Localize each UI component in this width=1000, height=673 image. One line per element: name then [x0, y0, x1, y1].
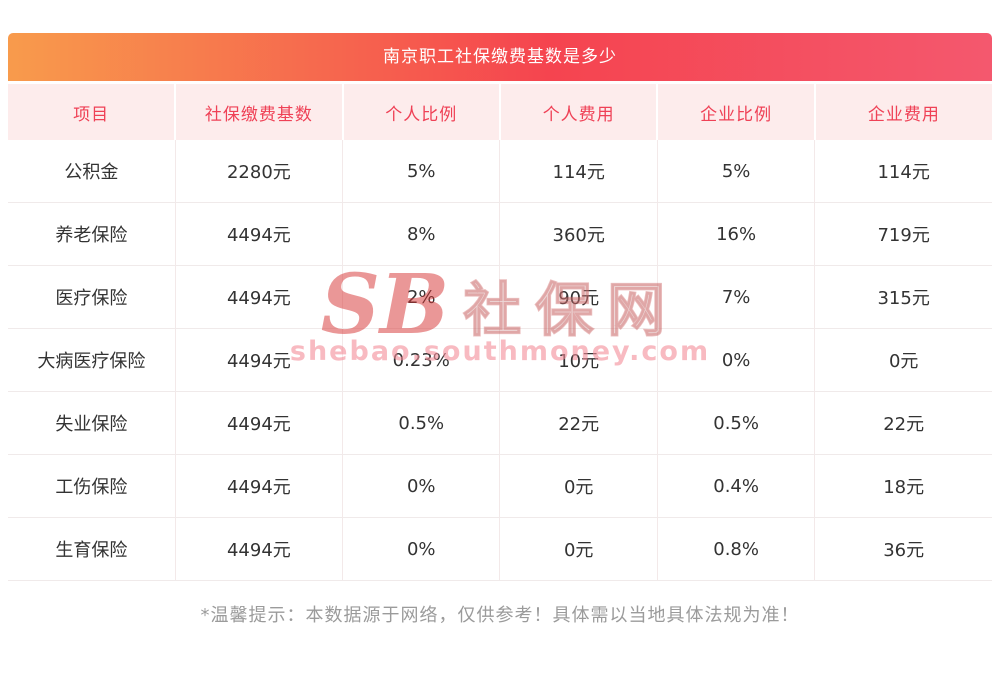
value-cell: 0% [657, 328, 816, 392]
social-insurance-table-card: 南京职工社保缴费基数是多少 项目 社保缴费基数 个人比例 个人费用 企业比例 企业费用 公… [8, 33, 992, 627]
value-cell: 0% [342, 517, 501, 581]
value-cell: 719元 [814, 202, 992, 266]
item-name-cell: 养老保险 [8, 202, 176, 266]
value-cell: 360元 [499, 202, 658, 266]
column-header: 企业比例 [657, 84, 816, 140]
column-header: 项目 [8, 84, 177, 140]
value-cell: 0.8% [657, 517, 816, 581]
table-row: 生育保险 4494元 0% 0元 0.8% 36元 [8, 517, 992, 581]
value-cell: 22元 [814, 391, 992, 455]
disclaimer-note: *温馨提示：本数据源于网络，仅供参考！具体需以当地具体法规为准！ [200, 605, 800, 626]
value-cell: 4494元 [175, 517, 344, 581]
value-cell: 5% [342, 140, 501, 203]
value-cell: 0.23% [342, 328, 501, 392]
value-cell: 5% [657, 140, 816, 203]
item-name-cell: 失业保险 [8, 391, 176, 455]
table-row: 医疗保险 4494元 2% 90元 7% 315元 [8, 265, 992, 329]
column-header: 个人费用 [499, 84, 659, 140]
item-name-cell: 工伤保险 [8, 454, 176, 518]
value-cell: 4494元 [175, 391, 344, 455]
value-cell: 0元 [814, 328, 992, 392]
value-cell: 315元 [814, 265, 992, 329]
value-cell: 4494元 [175, 202, 344, 266]
value-cell: 36元 [814, 517, 992, 581]
value-cell: 4494元 [175, 328, 344, 392]
value-cell: 10元 [499, 328, 658, 392]
column-header: 企业费用 [814, 84, 992, 140]
value-cell: 8% [342, 202, 501, 266]
table-row: 失业保险 4494元 0.5% 22元 0.5% 22元 [8, 391, 992, 455]
social-insurance-table: 项目 社保缴费基数 个人比例 个人费用 企业比例 企业费用 公积金 2280元 5% 114元 5… [8, 84, 992, 581]
item-name-cell: 公积金 [8, 140, 176, 203]
item-name-cell: 大病医疗保险 [8, 328, 176, 392]
value-cell: 4494元 [175, 454, 344, 518]
column-header: 社保缴费基数 [175, 84, 344, 140]
table-body: 公积金 2280元 5% 114元 5% 114元 养老保险 4494元 8% 360元 16% 71… [8, 140, 992, 581]
value-cell: 16% [657, 202, 816, 266]
value-cell: 4494元 [175, 265, 344, 329]
table-row: 养老保险 4494元 8% 360元 16% 719元 [8, 202, 992, 266]
value-cell: 90元 [499, 265, 658, 329]
value-cell: 0% [342, 454, 501, 518]
value-cell: 114元 [499, 140, 658, 203]
item-name-cell: 医疗保险 [8, 265, 176, 329]
item-name-cell: 生育保险 [8, 517, 176, 581]
value-cell: 7% [657, 265, 816, 329]
value-cell: 0.5% [657, 391, 816, 455]
column-header: 个人比例 [342, 84, 501, 140]
table-row: 工伤保险 4494元 0% 0元 0.4% 18元 [8, 454, 992, 518]
value-cell: 2280元 [175, 140, 344, 203]
value-cell: 2% [342, 265, 501, 329]
value-cell: 0.5% [342, 391, 501, 455]
value-cell: 114元 [814, 140, 992, 203]
value-cell: 0.4% [657, 454, 816, 518]
value-cell: 18元 [814, 454, 992, 518]
table-row: 公积金 2280元 5% 114元 5% 114元 [8, 140, 992, 203]
table-row: 大病医疗保险 4494元 0.23% 10元 0% 0元 [8, 328, 992, 392]
value-cell: 0元 [499, 517, 658, 581]
value-cell: 0元 [499, 454, 658, 518]
value-cell: 22元 [499, 391, 658, 455]
table-header-row: 项目 社保缴费基数 个人比例 个人费用 企业比例 企业费用 [8, 84, 992, 140]
table-title: 南京职工社保缴费基数是多少 [8, 33, 992, 81]
